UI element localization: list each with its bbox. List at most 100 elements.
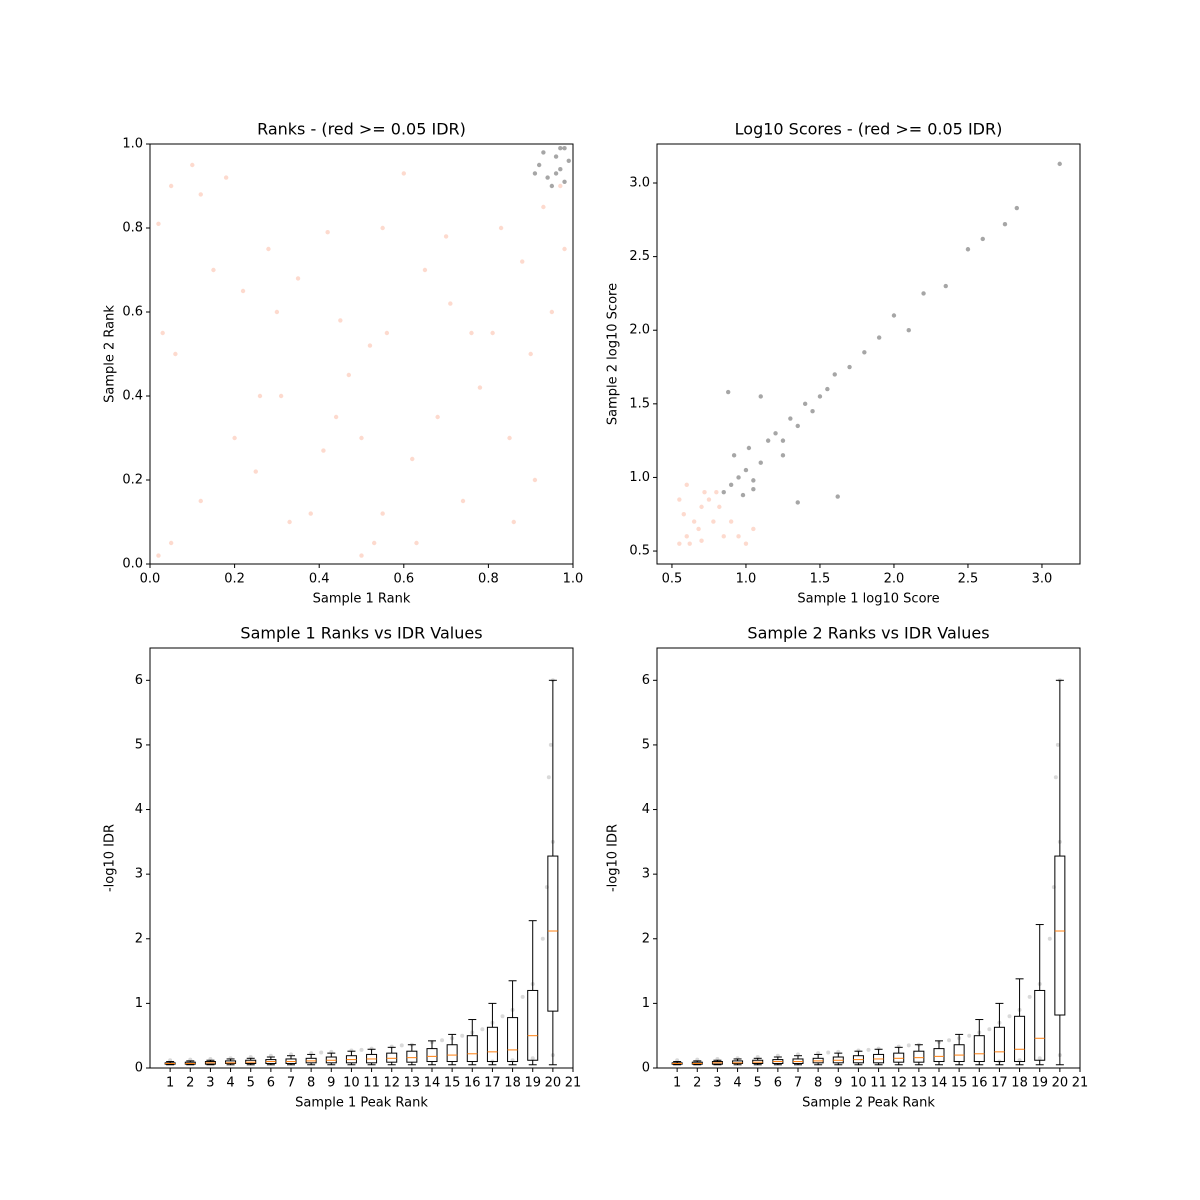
y-axis-label: Sample 2 log10 Score bbox=[606, 283, 621, 425]
y-tick-label: 3.0 bbox=[629, 176, 650, 191]
point bbox=[469, 330, 474, 336]
x-tick-label: 20 bbox=[545, 1076, 562, 1091]
y-tick-label: 2.0 bbox=[629, 323, 650, 338]
plot-area bbox=[156, 146, 571, 558]
point bbox=[548, 742, 553, 747]
point bbox=[795, 423, 800, 429]
x-tick-label: 3 bbox=[206, 1076, 214, 1091]
plot-area bbox=[671, 678, 1066, 1066]
point bbox=[232, 435, 237, 441]
box bbox=[973, 1035, 985, 1063]
point bbox=[736, 534, 741, 539]
point bbox=[541, 204, 546, 210]
x-tick-label: 4 bbox=[733, 1076, 741, 1091]
subplot: 0.5 1.0 1.5 2.0 2.5 3.0 0.5 1.0 1.5 2.0 2.5 3.0 Log1… bbox=[606, 120, 1081, 607]
point bbox=[947, 1038, 952, 1043]
box bbox=[1054, 855, 1066, 1016]
x-tick-label: 8 bbox=[814, 1076, 822, 1091]
plot-area bbox=[164, 678, 559, 1066]
box bbox=[953, 1044, 965, 1063]
x-tick-label: 10 bbox=[343, 1076, 360, 1091]
y-tick-label: 2.5 bbox=[629, 249, 650, 264]
point bbox=[333, 414, 339, 420]
point bbox=[410, 456, 415, 462]
point bbox=[736, 475, 741, 480]
x-tick-label: 14 bbox=[424, 1076, 441, 1091]
point bbox=[1014, 205, 1020, 211]
chart-title: Ranks - (red >= 0.05 IDR) bbox=[257, 120, 466, 139]
x-tick-label: 11 bbox=[870, 1076, 887, 1091]
y-tick-label: 1.5 bbox=[629, 396, 650, 411]
point bbox=[876, 335, 882, 340]
point bbox=[359, 435, 364, 441]
point bbox=[684, 534, 689, 539]
y-axis-label: -log10 IDR bbox=[103, 824, 118, 892]
point bbox=[773, 431, 778, 436]
box bbox=[893, 1052, 905, 1063]
point bbox=[751, 478, 756, 483]
x-tick-label: 5 bbox=[247, 1076, 255, 1091]
box bbox=[1014, 1015, 1026, 1063]
x-tick-label: 0.4 bbox=[309, 572, 330, 587]
x-tick-label: 0.2 bbox=[224, 572, 245, 587]
subplot: 0.0 0.2 0.4 0.6 0.8 1.0 0.0 0.2 0.4 0.6 0.8 1.0 Rank… bbox=[103, 120, 584, 607]
x-tick-label: 2 bbox=[186, 1076, 194, 1091]
point bbox=[156, 221, 161, 226]
point bbox=[810, 408, 815, 414]
x-tick-label: 13 bbox=[911, 1076, 928, 1091]
box bbox=[466, 1035, 478, 1063]
point bbox=[435, 414, 440, 420]
x-tick-label: 15 bbox=[951, 1076, 968, 1091]
subplot: 1 2 3 4 5 6 7 8 9 10 11 12 13 14 15 16 17 18 19 20 210123456… bbox=[103, 624, 582, 1111]
point bbox=[558, 183, 563, 189]
y-axis-label: -log10 IDR bbox=[606, 824, 621, 892]
box bbox=[486, 1026, 498, 1063]
point bbox=[835, 494, 840, 499]
x-tick-label: 15 bbox=[444, 1076, 461, 1091]
point bbox=[520, 259, 525, 264]
point bbox=[1007, 1014, 1012, 1019]
point bbox=[443, 234, 449, 239]
point bbox=[308, 511, 313, 516]
y-tick-label: 4 bbox=[642, 802, 650, 817]
y-tick-label: 0.4 bbox=[122, 389, 143, 404]
point bbox=[699, 504, 704, 510]
y-tick-label: 0 bbox=[642, 1061, 650, 1076]
x-tick-label: 17 bbox=[991, 1076, 1008, 1091]
point bbox=[751, 487, 756, 492]
point bbox=[422, 267, 428, 273]
point bbox=[765, 438, 771, 443]
point bbox=[1057, 161, 1062, 167]
x-tick-label: 3 bbox=[713, 1076, 721, 1091]
point bbox=[346, 372, 352, 378]
point bbox=[532, 477, 538, 483]
point bbox=[758, 460, 763, 465]
x-tick-label: 3.0 bbox=[1032, 572, 1053, 587]
axes-frame bbox=[149, 143, 574, 565]
point bbox=[1027, 994, 1032, 999]
point bbox=[541, 150, 546, 155]
x-tick-label: 7 bbox=[287, 1076, 295, 1091]
y-tick-label: 2 bbox=[642, 931, 650, 946]
point bbox=[448, 301, 453, 306]
point bbox=[198, 192, 203, 197]
point bbox=[795, 500, 800, 505]
point bbox=[696, 526, 701, 532]
x-tick-label: 1.0 bbox=[736, 572, 757, 587]
point bbox=[847, 364, 852, 370]
point bbox=[223, 175, 229, 180]
point bbox=[740, 492, 746, 498]
point bbox=[862, 350, 867, 355]
point bbox=[728, 482, 734, 487]
point bbox=[891, 313, 897, 318]
point bbox=[1053, 775, 1058, 780]
point bbox=[780, 438, 786, 443]
point bbox=[367, 343, 373, 348]
x-tick-label: 16 bbox=[464, 1076, 481, 1091]
point bbox=[728, 519, 734, 524]
point bbox=[758, 394, 763, 399]
point bbox=[319, 1050, 324, 1055]
box bbox=[913, 1050, 925, 1063]
x-tick-label: 1 bbox=[166, 1076, 174, 1091]
point bbox=[359, 553, 364, 558]
